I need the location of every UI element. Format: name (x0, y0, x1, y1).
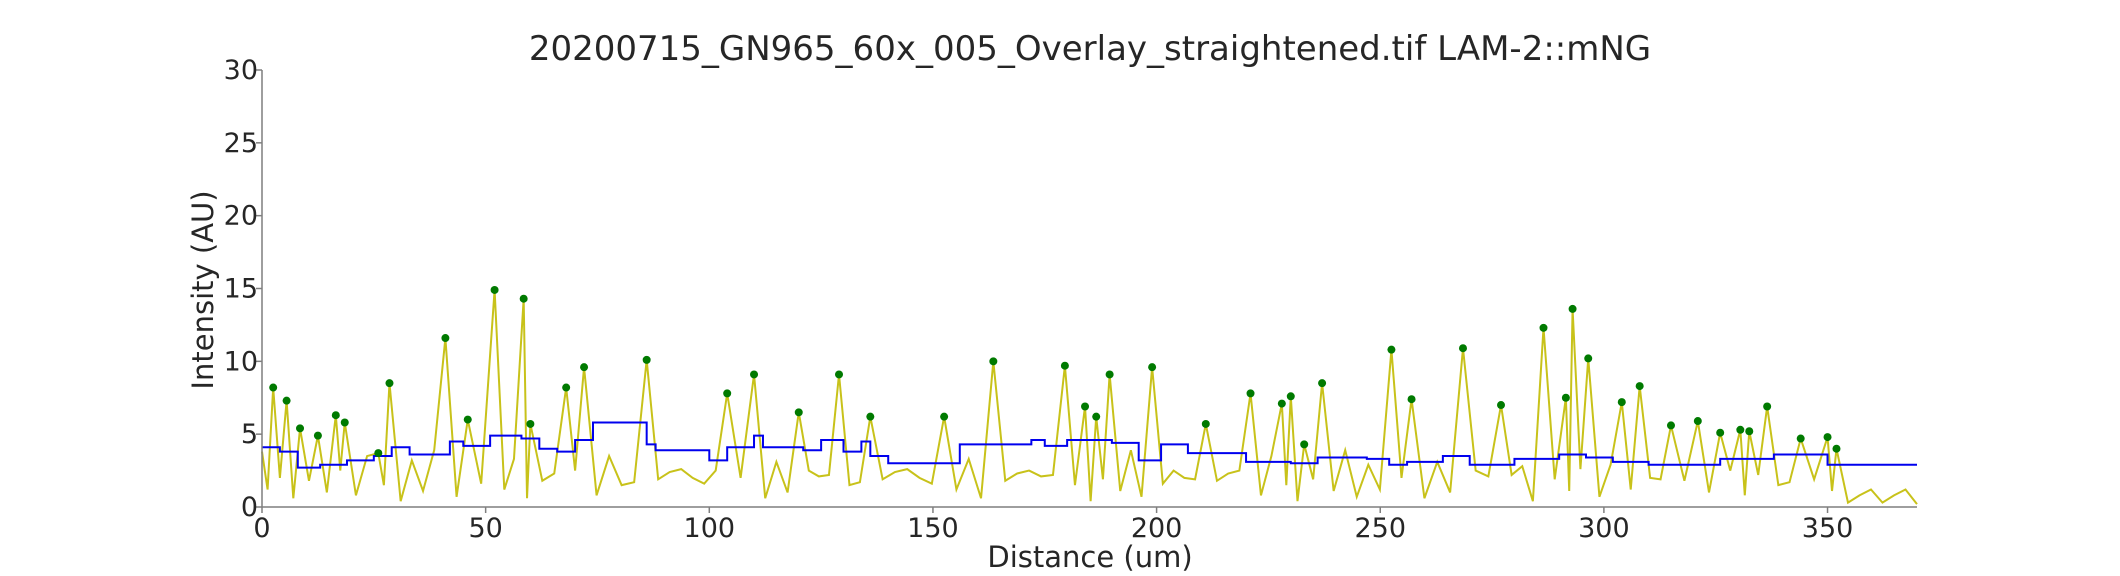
x-tick-label: 300 (1578, 513, 1630, 544)
peak-point (519, 294, 528, 303)
peak-markers (269, 285, 1841, 458)
y-tick-label: 5 (241, 419, 258, 450)
peak-point (723, 389, 732, 398)
x-tick-label: 50 (468, 513, 502, 544)
x-axis-ticks: 0 50 100 150 200 250 300 350 (253, 507, 1853, 544)
peak-point (794, 408, 803, 417)
x-tick-label: 350 (1802, 513, 1854, 544)
peak-point (441, 334, 450, 343)
y-tick-label: 10 (224, 346, 258, 377)
peak-point (1763, 402, 1772, 411)
peak-point (580, 363, 589, 372)
peak-point (1832, 444, 1841, 453)
peak-point (1584, 354, 1593, 363)
signal-series-line (261, 289, 1918, 505)
peak-point (1745, 427, 1754, 436)
peak-point (1693, 417, 1702, 426)
peak-point (1092, 412, 1101, 421)
peak-point (385, 379, 394, 388)
y-tick-label: 15 (224, 274, 258, 305)
y-tick-label: 25 (224, 128, 258, 159)
peak-point (1081, 402, 1090, 411)
peak-point (1387, 345, 1396, 354)
peak-point (1286, 392, 1295, 401)
x-axis-label: Distance (um) (987, 540, 1192, 574)
peak-point (269, 383, 278, 392)
peak-point (1635, 382, 1644, 391)
peak-point (1497, 401, 1506, 410)
peak-point (490, 285, 499, 294)
y-axis-label: Intensity (AU) (186, 190, 220, 389)
peak-point (1201, 419, 1210, 428)
peak-point (1796, 434, 1805, 443)
peak-point (1666, 421, 1675, 430)
peak-point (1407, 395, 1416, 404)
peak-point (1568, 304, 1577, 313)
peak-point (1458, 344, 1467, 353)
peak-point (940, 412, 949, 421)
peak-point (866, 412, 875, 421)
peak-point (642, 355, 651, 364)
x-tick-label: 250 (1354, 513, 1406, 544)
peak-point (1318, 379, 1327, 388)
chart-title: 20200715_GN965_60x_005_Overlay_straighte… (529, 29, 1651, 69)
peak-point (1561, 393, 1570, 402)
peak-point (1716, 428, 1725, 437)
peak-point (282, 396, 291, 405)
y-tick-label: 30 (224, 55, 258, 86)
peak-point (313, 431, 322, 440)
peak-point (835, 370, 844, 379)
y-tick-label: 20 (224, 201, 258, 232)
peak-point (562, 383, 571, 392)
peak-point (1277, 399, 1286, 408)
peak-point (1617, 398, 1626, 407)
peak-point (1539, 323, 1548, 332)
y-axis-ticks: 0 5 10 15 20 25 30 (224, 55, 262, 523)
x-tick-label: 100 (684, 513, 736, 544)
plot-area (261, 285, 1918, 505)
peak-point (331, 411, 340, 420)
baseline-series-line (262, 421, 1917, 469)
peak-point (463, 415, 472, 424)
peak-point (340, 418, 349, 427)
peak-point (1823, 433, 1832, 442)
y-tick-label: 0 (241, 492, 258, 523)
peak-point (526, 419, 535, 428)
peak-point (1060, 361, 1069, 370)
peak-point (750, 370, 759, 379)
peak-point (989, 357, 998, 366)
peak-point (296, 424, 305, 433)
peak-point (1148, 363, 1157, 372)
peak-point (1736, 425, 1745, 434)
peak-point (1246, 389, 1255, 398)
x-tick-label: 150 (907, 513, 959, 544)
x-tick-label: 0 (253, 513, 270, 544)
peak-point (1300, 440, 1309, 449)
x-tick-label: 200 (1131, 513, 1183, 544)
peak-point (1105, 370, 1114, 379)
peak-point (374, 449, 383, 458)
